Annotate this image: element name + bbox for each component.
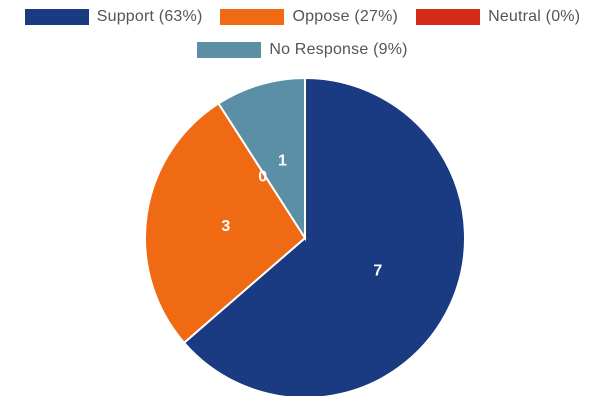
legend-item-support[interactable]: Support (63%): [24, 8, 203, 26]
legend-item-no-response[interactable]: No Response (9%): [197, 41, 407, 59]
legend-swatch-support: [24, 9, 89, 25]
legend-label-no-response: No Response (9%): [269, 41, 408, 58]
legend-row-2: No Response (9%): [0, 41, 605, 59]
data-label-neutral: 0: [258, 169, 267, 186]
pie-slice-support[interactable]: [182, 76, 466, 396]
legend-swatch-no-response: [197, 42, 262, 58]
legend-swatch-oppose: [220, 9, 285, 25]
legend-label-support: Support (63%): [96, 8, 203, 25]
data-label-no-response: 1: [278, 152, 287, 169]
legend-swatch-neutral: [416, 9, 481, 25]
legend-label-neutral: Neutral (0%): [488, 8, 581, 25]
legend-row-1: Support (63%) Oppose (27%) Neutral (0%): [0, 8, 605, 26]
legend-label-oppose: Oppose (27%): [292, 8, 399, 25]
data-label-oppose: 3: [221, 218, 230, 235]
pie-slices: [144, 76, 466, 396]
pie-slice-no-response[interactable]: [217, 76, 306, 242]
legend-item-oppose[interactable]: Oppose (27%): [220, 8, 398, 26]
pie-data-labels: 7 3 01: [221, 152, 382, 279]
pie-slice-oppose[interactable]: [144, 102, 307, 345]
legend-item-neutral[interactable]: Neutral (0%): [416, 8, 580, 26]
data-label-support: 7: [373, 262, 382, 279]
